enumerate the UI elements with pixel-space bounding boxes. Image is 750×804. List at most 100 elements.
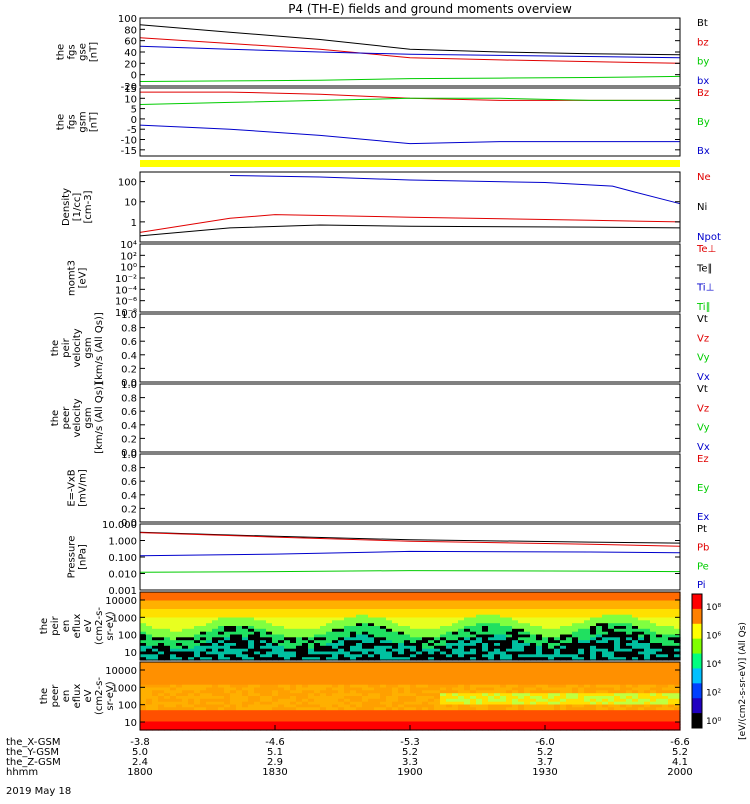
spec-cell: [542, 592, 549, 596]
spec-cell: [572, 623, 579, 627]
spec-cell: [656, 634, 663, 638]
spec-cell: [362, 673, 369, 677]
spec-cell: [560, 684, 567, 689]
spec-cell: [602, 670, 609, 674]
spec-cell: [638, 637, 645, 641]
spec-cell: [596, 640, 603, 644]
spec-cell: [608, 704, 615, 708]
spec-cell: [242, 718, 249, 723]
panel-frame: [139, 383, 681, 453]
spec-cell: [602, 592, 609, 596]
spec-cell: [632, 696, 639, 700]
spec-cell: [452, 634, 459, 638]
spec-cell: [314, 684, 321, 689]
spec-cell: [212, 670, 219, 674]
spec-cell: [308, 664, 315, 669]
spec-cell: [500, 611, 507, 616]
y-axis-label-line: sr-eV): [105, 681, 116, 710]
spec-cell: [224, 698, 231, 703]
spec-cell: [242, 631, 249, 636]
spec-cell: [278, 727, 285, 731]
spec-cell: [302, 684, 309, 689]
spec-cell: [434, 603, 441, 607]
spec-cell: [158, 643, 165, 647]
spec-cell: [332, 634, 339, 638]
spec-cell: [248, 634, 255, 638]
spec-cell: [506, 715, 513, 720]
y-tick-label: 0.4: [121, 421, 137, 432]
spec-cell: [638, 640, 645, 644]
spec-cell: [500, 640, 507, 644]
spec-cell: [524, 617, 531, 621]
spec-cell: [566, 715, 573, 720]
y-tick-label: 0.0: [121, 518, 137, 529]
spec-cell: [638, 600, 645, 604]
spec-cell: [662, 600, 669, 604]
spec-cell: [140, 710, 147, 714]
spec-cell: [614, 600, 621, 604]
spec-cell: [506, 710, 513, 714]
spec-cell: [488, 721, 495, 725]
spec-cell: [488, 727, 495, 731]
spec-cell: [164, 634, 171, 638]
spec-cell: [362, 654, 369, 658]
spec-cell: [278, 620, 285, 624]
y-axis-label-line: [mV/m]: [78, 469, 89, 507]
spec-cell: [326, 628, 333, 633]
spec-cell: [284, 637, 291, 641]
spec-cell: [236, 626, 243, 630]
spec-cell: [254, 713, 261, 717]
spec-cell: [452, 620, 459, 624]
spec-cell: [536, 631, 543, 636]
spec-cell: [674, 690, 681, 694]
spec-cell: [326, 724, 333, 728]
spec-cell: [584, 690, 591, 694]
spec-cell: [410, 628, 417, 633]
spec-cell: [554, 606, 561, 610]
spec-cell: [572, 611, 579, 616]
spec-cell: [476, 597, 483, 602]
spec-cell: [140, 645, 147, 650]
y-axis-label-line: [nT]: [89, 42, 100, 62]
spec-cell: [194, 657, 201, 661]
spec-cell: [626, 651, 633, 655]
spec-cell: [608, 693, 615, 697]
spec-cell: [158, 715, 165, 720]
spec-cell: [428, 662, 435, 666]
spec-cell: [422, 684, 429, 689]
spec-cell: [176, 600, 183, 604]
spec-cell: [338, 684, 345, 689]
spec-cell: [644, 645, 651, 650]
spec-cell: [182, 724, 189, 728]
spec-cell: [410, 626, 417, 630]
spec-cell: [146, 693, 153, 697]
spec-cell: [356, 651, 363, 655]
spec-cell: [638, 681, 645, 686]
spec-cell: [668, 724, 675, 728]
spec-cell: [590, 701, 597, 706]
spec-cell: [410, 676, 417, 680]
spec-cell: [302, 609, 309, 613]
y-tick-label: 10⁻⁶: [115, 297, 137, 308]
spec-cell: [560, 710, 567, 714]
spec-cell: [518, 617, 525, 621]
spec-cell: [350, 710, 357, 714]
spec-cell: [284, 724, 291, 728]
spec-cell: [314, 620, 321, 624]
spec-cell: [290, 606, 297, 610]
spec-cell: [668, 710, 675, 714]
spec-cell: [404, 620, 411, 624]
spec-cell: [452, 645, 459, 650]
spec-cell: [602, 623, 609, 627]
spec-cell: [650, 594, 657, 599]
spec-cell: [224, 620, 231, 624]
spec-cell: [158, 704, 165, 708]
spec-cell: [164, 715, 171, 720]
spec-cell: [182, 696, 189, 700]
colorbar-segment: [692, 594, 702, 610]
spec-cell: [656, 670, 663, 674]
spec-cell: [242, 597, 249, 602]
spec-cell: [668, 684, 675, 689]
spec-cell: [350, 721, 357, 725]
spec-cell: [590, 664, 597, 669]
